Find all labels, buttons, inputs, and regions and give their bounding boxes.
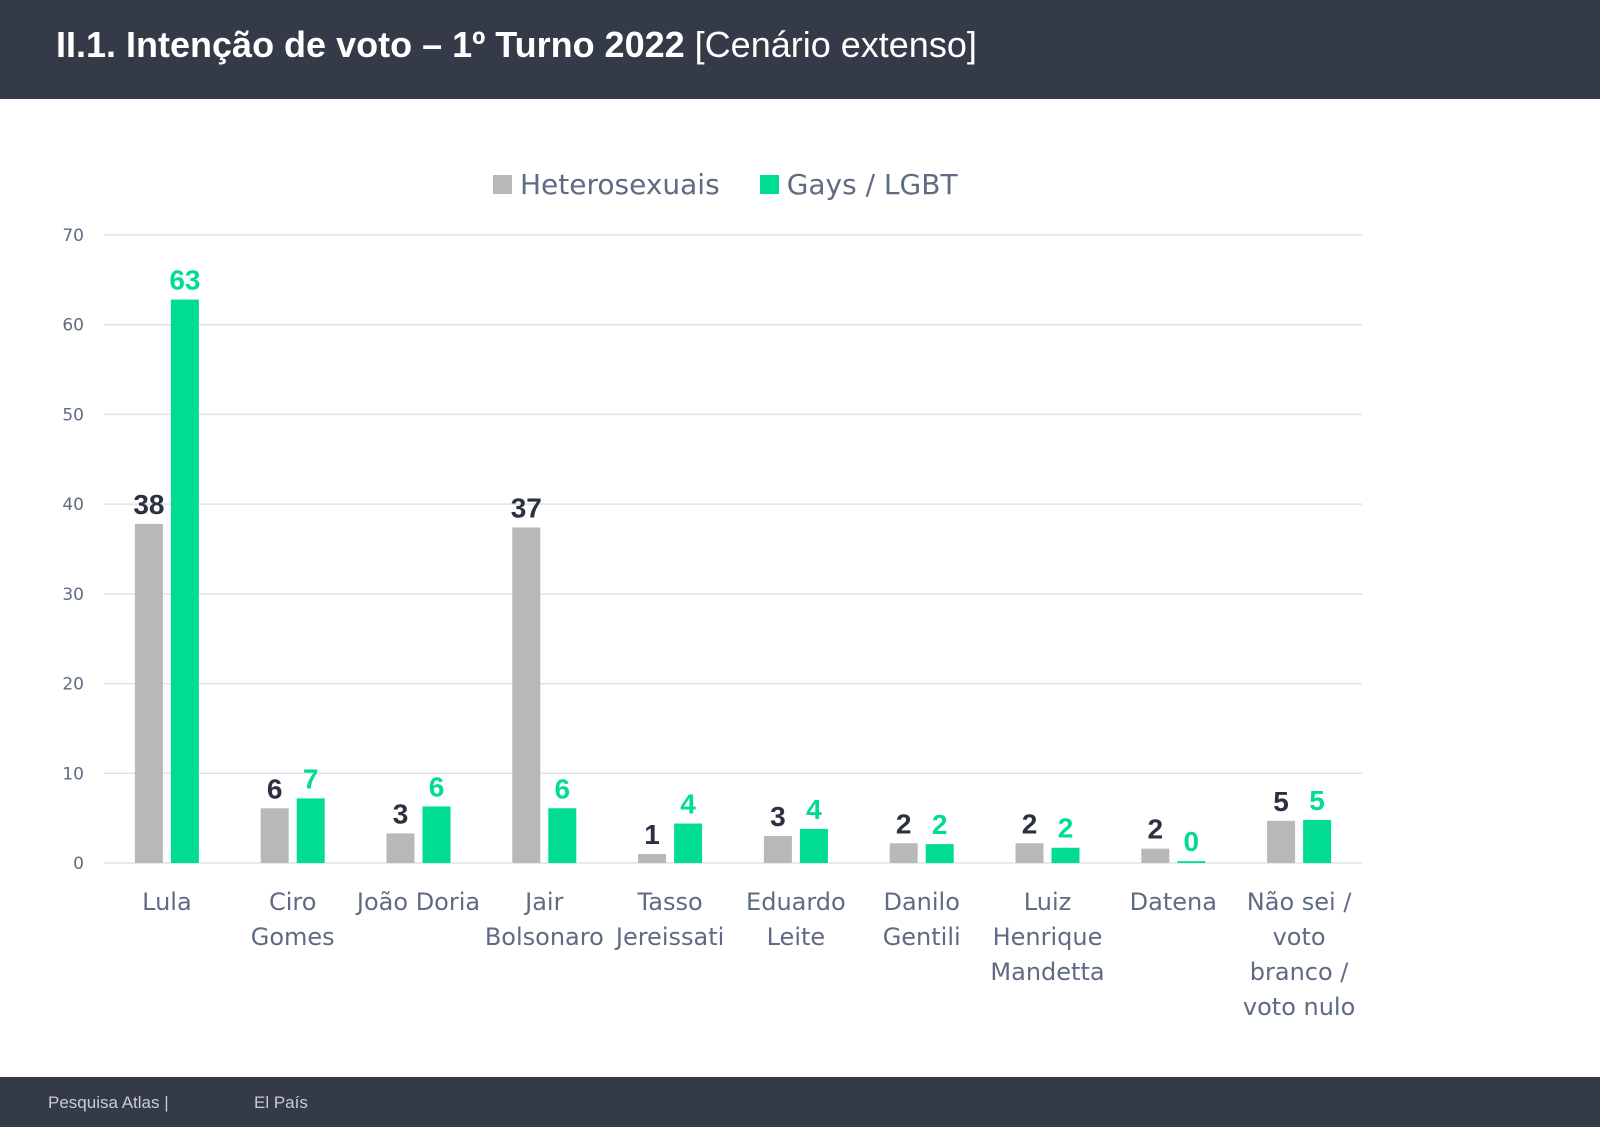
bar-hetero: [512, 527, 541, 863]
page-title: II.1. Intenção de voto – 1º Turno 2022 […: [56, 24, 977, 66]
x-category-label: Eduardo: [746, 888, 846, 916]
page-title-scenario: [Cenário extenso]: [694, 24, 977, 65]
data-label-lgbt: 6: [555, 773, 571, 804]
legend-label-lgbt: Gays / LGBT: [786, 167, 958, 201]
x-category-label: Jereissati: [614, 923, 724, 951]
data-label-hetero: 3: [770, 801, 786, 832]
footer-source: Pesquisa Atlas |: [48, 1093, 169, 1112]
data-label-hetero: 38: [133, 489, 164, 520]
bar-hetero: [386, 833, 415, 863]
bar-lgbt: [422, 806, 451, 863]
y-tick-label: 30: [62, 585, 84, 605]
x-category-label: Bolsonaro: [485, 923, 604, 951]
bar-hetero: [1141, 848, 1170, 863]
bar-hetero: [638, 854, 667, 863]
footer-bar: Pesquisa Atlas | El País: [0, 1077, 1600, 1127]
x-category-label: Danilo: [883, 888, 959, 916]
data-label-lgbt: 7: [303, 763, 319, 794]
x-category-label: Luiz: [1024, 888, 1071, 916]
data-label-hetero: 2: [1148, 814, 1164, 845]
data-label-hetero: 6: [267, 773, 283, 804]
x-category-label: Não sei /: [1247, 888, 1353, 916]
data-label-lgbt: 6: [429, 771, 445, 802]
x-category-label: voto: [1273, 923, 1326, 951]
bar-hetero: [889, 843, 918, 863]
data-label-lgbt: 63: [169, 265, 200, 296]
data-label-hetero: 37: [511, 492, 542, 523]
footer-publisher: El País: [254, 1093, 308, 1112]
x-category-label: Ciro: [269, 888, 316, 916]
chart-legend: Heterosexuais Gays / LGBT: [493, 166, 958, 202]
data-label-hetero: 2: [896, 808, 912, 839]
data-label-hetero: 5: [1273, 786, 1289, 817]
bar-lgbt: [548, 808, 577, 863]
bar-lgbt: [296, 798, 325, 863]
y-tick-label: 10: [62, 764, 84, 784]
bar-hetero: [260, 808, 289, 863]
data-label-lgbt: 4: [680, 789, 696, 820]
y-tick-label: 0: [73, 854, 84, 874]
x-category-label: branco /: [1250, 958, 1350, 986]
bar-hetero: [134, 523, 163, 863]
x-category-label: Leite: [767, 923, 826, 951]
legend-swatch-hetero: [493, 174, 512, 194]
legend-item-hetero: Heterosexuais: [493, 168, 720, 201]
bar-hetero: [1267, 820, 1296, 863]
x-category-label: Gentili: [883, 923, 961, 951]
bar-lgbt: [1303, 819, 1332, 863]
x-category-label: Jair: [523, 888, 563, 916]
header-bar: II.1. Intenção de voto – 1º Turno 2022 […: [0, 0, 1600, 99]
bar-lgbt: [674, 823, 703, 863]
x-category-label: voto nulo: [1243, 993, 1355, 1021]
data-label-lgbt: 4: [806, 794, 822, 825]
y-tick-label: 20: [62, 675, 84, 695]
bar-lgbt: [1177, 861, 1206, 863]
bar-lgbt: [1051, 847, 1080, 863]
page-title-main: II.1. Intenção de voto – 1º Turno 2022: [56, 24, 685, 65]
y-tick-label: 50: [62, 405, 84, 425]
legend-swatch-lgbt: [759, 174, 779, 194]
data-label-hetero: 1: [644, 819, 660, 850]
data-label-lgbt: 2: [932, 809, 948, 840]
bar-lgbt: [925, 844, 954, 863]
data-label-lgbt: 2: [1058, 813, 1074, 844]
x-category-label: Mandetta: [990, 958, 1104, 986]
y-tick-label: 60: [62, 316, 84, 336]
y-tick-label: 40: [62, 495, 84, 515]
x-category-label: Lula: [142, 888, 192, 916]
data-label-hetero: 3: [393, 798, 409, 829]
bar-lgbt: [799, 828, 828, 863]
bar-hetero: [763, 836, 792, 863]
data-label-lgbt: 5: [1309, 785, 1325, 816]
x-category-label: Gomes: [251, 923, 335, 951]
legend-label-hetero: Heterosexuais: [520, 167, 720, 201]
bar-hetero: [1015, 843, 1044, 863]
legend-item-lgbt: Gays / LGBT: [759, 167, 958, 201]
y-tick-label: 70: [62, 226, 84, 246]
x-category-label: João Doria: [355, 888, 480, 916]
bar-lgbt: [170, 299, 199, 863]
x-category-label: Henrique: [993, 923, 1103, 951]
x-category-label: Datena: [1130, 888, 1217, 916]
data-label-lgbt: 0: [1184, 826, 1200, 857]
x-category-label: Tasso: [637, 888, 703, 916]
data-label-hetero: 2: [1022, 808, 1038, 839]
